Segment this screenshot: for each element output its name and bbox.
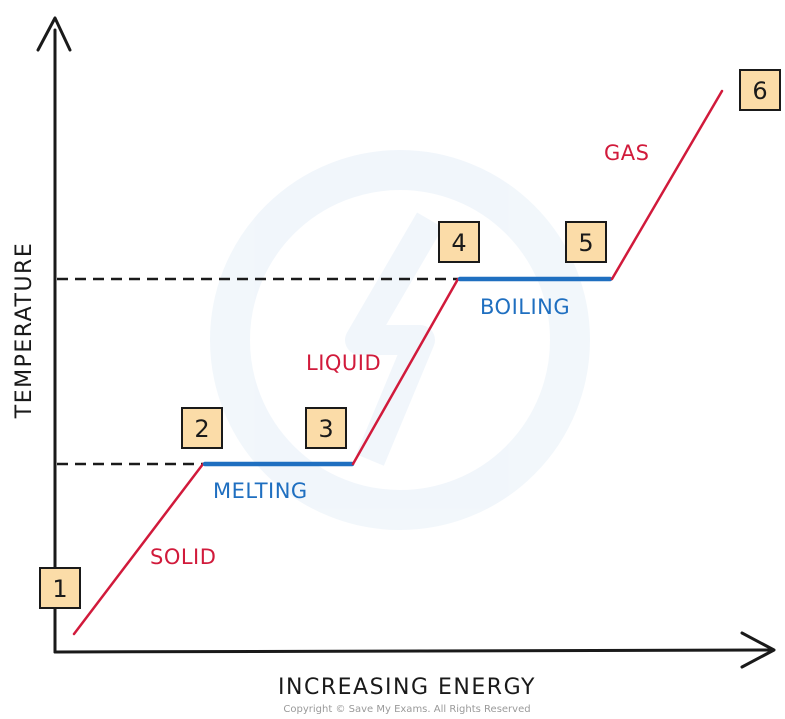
point-label: 3 xyxy=(318,415,333,443)
point-label: 4 xyxy=(451,229,466,257)
point-label: 2 xyxy=(194,415,209,443)
liquid-label: LIQUID xyxy=(306,351,381,375)
x-axis xyxy=(53,648,774,654)
point-label: 6 xyxy=(752,77,767,105)
x-axis-arrowhead xyxy=(740,631,776,669)
y-axis-title: TEMPERATURE xyxy=(12,242,37,419)
point-marker-3: 3 xyxy=(305,407,347,449)
liquid-segment xyxy=(351,277,460,466)
solid-label: SOLID xyxy=(150,545,216,569)
solid-segment xyxy=(72,462,205,636)
point-marker-1: 1 xyxy=(39,567,81,609)
gas-segment xyxy=(610,89,724,281)
watermark-logo xyxy=(210,150,590,530)
x-axis-title: INCREASING ENERGY xyxy=(278,675,536,700)
y-axis-arrowhead xyxy=(36,16,72,52)
point-label: 5 xyxy=(578,229,593,257)
copyright-notice: Copyright © Save My Exams. All Rights Re… xyxy=(283,704,530,715)
point-label: 1 xyxy=(52,575,67,603)
melting-label: MELTING xyxy=(213,479,308,503)
boiling-label: BOILING xyxy=(480,295,570,319)
point-marker-2: 2 xyxy=(181,407,223,449)
point-marker-6: 6 xyxy=(739,69,781,111)
point-marker-5: 5 xyxy=(565,221,607,263)
gas-label: GAS xyxy=(604,141,649,165)
point-marker-4: 4 xyxy=(438,221,480,263)
